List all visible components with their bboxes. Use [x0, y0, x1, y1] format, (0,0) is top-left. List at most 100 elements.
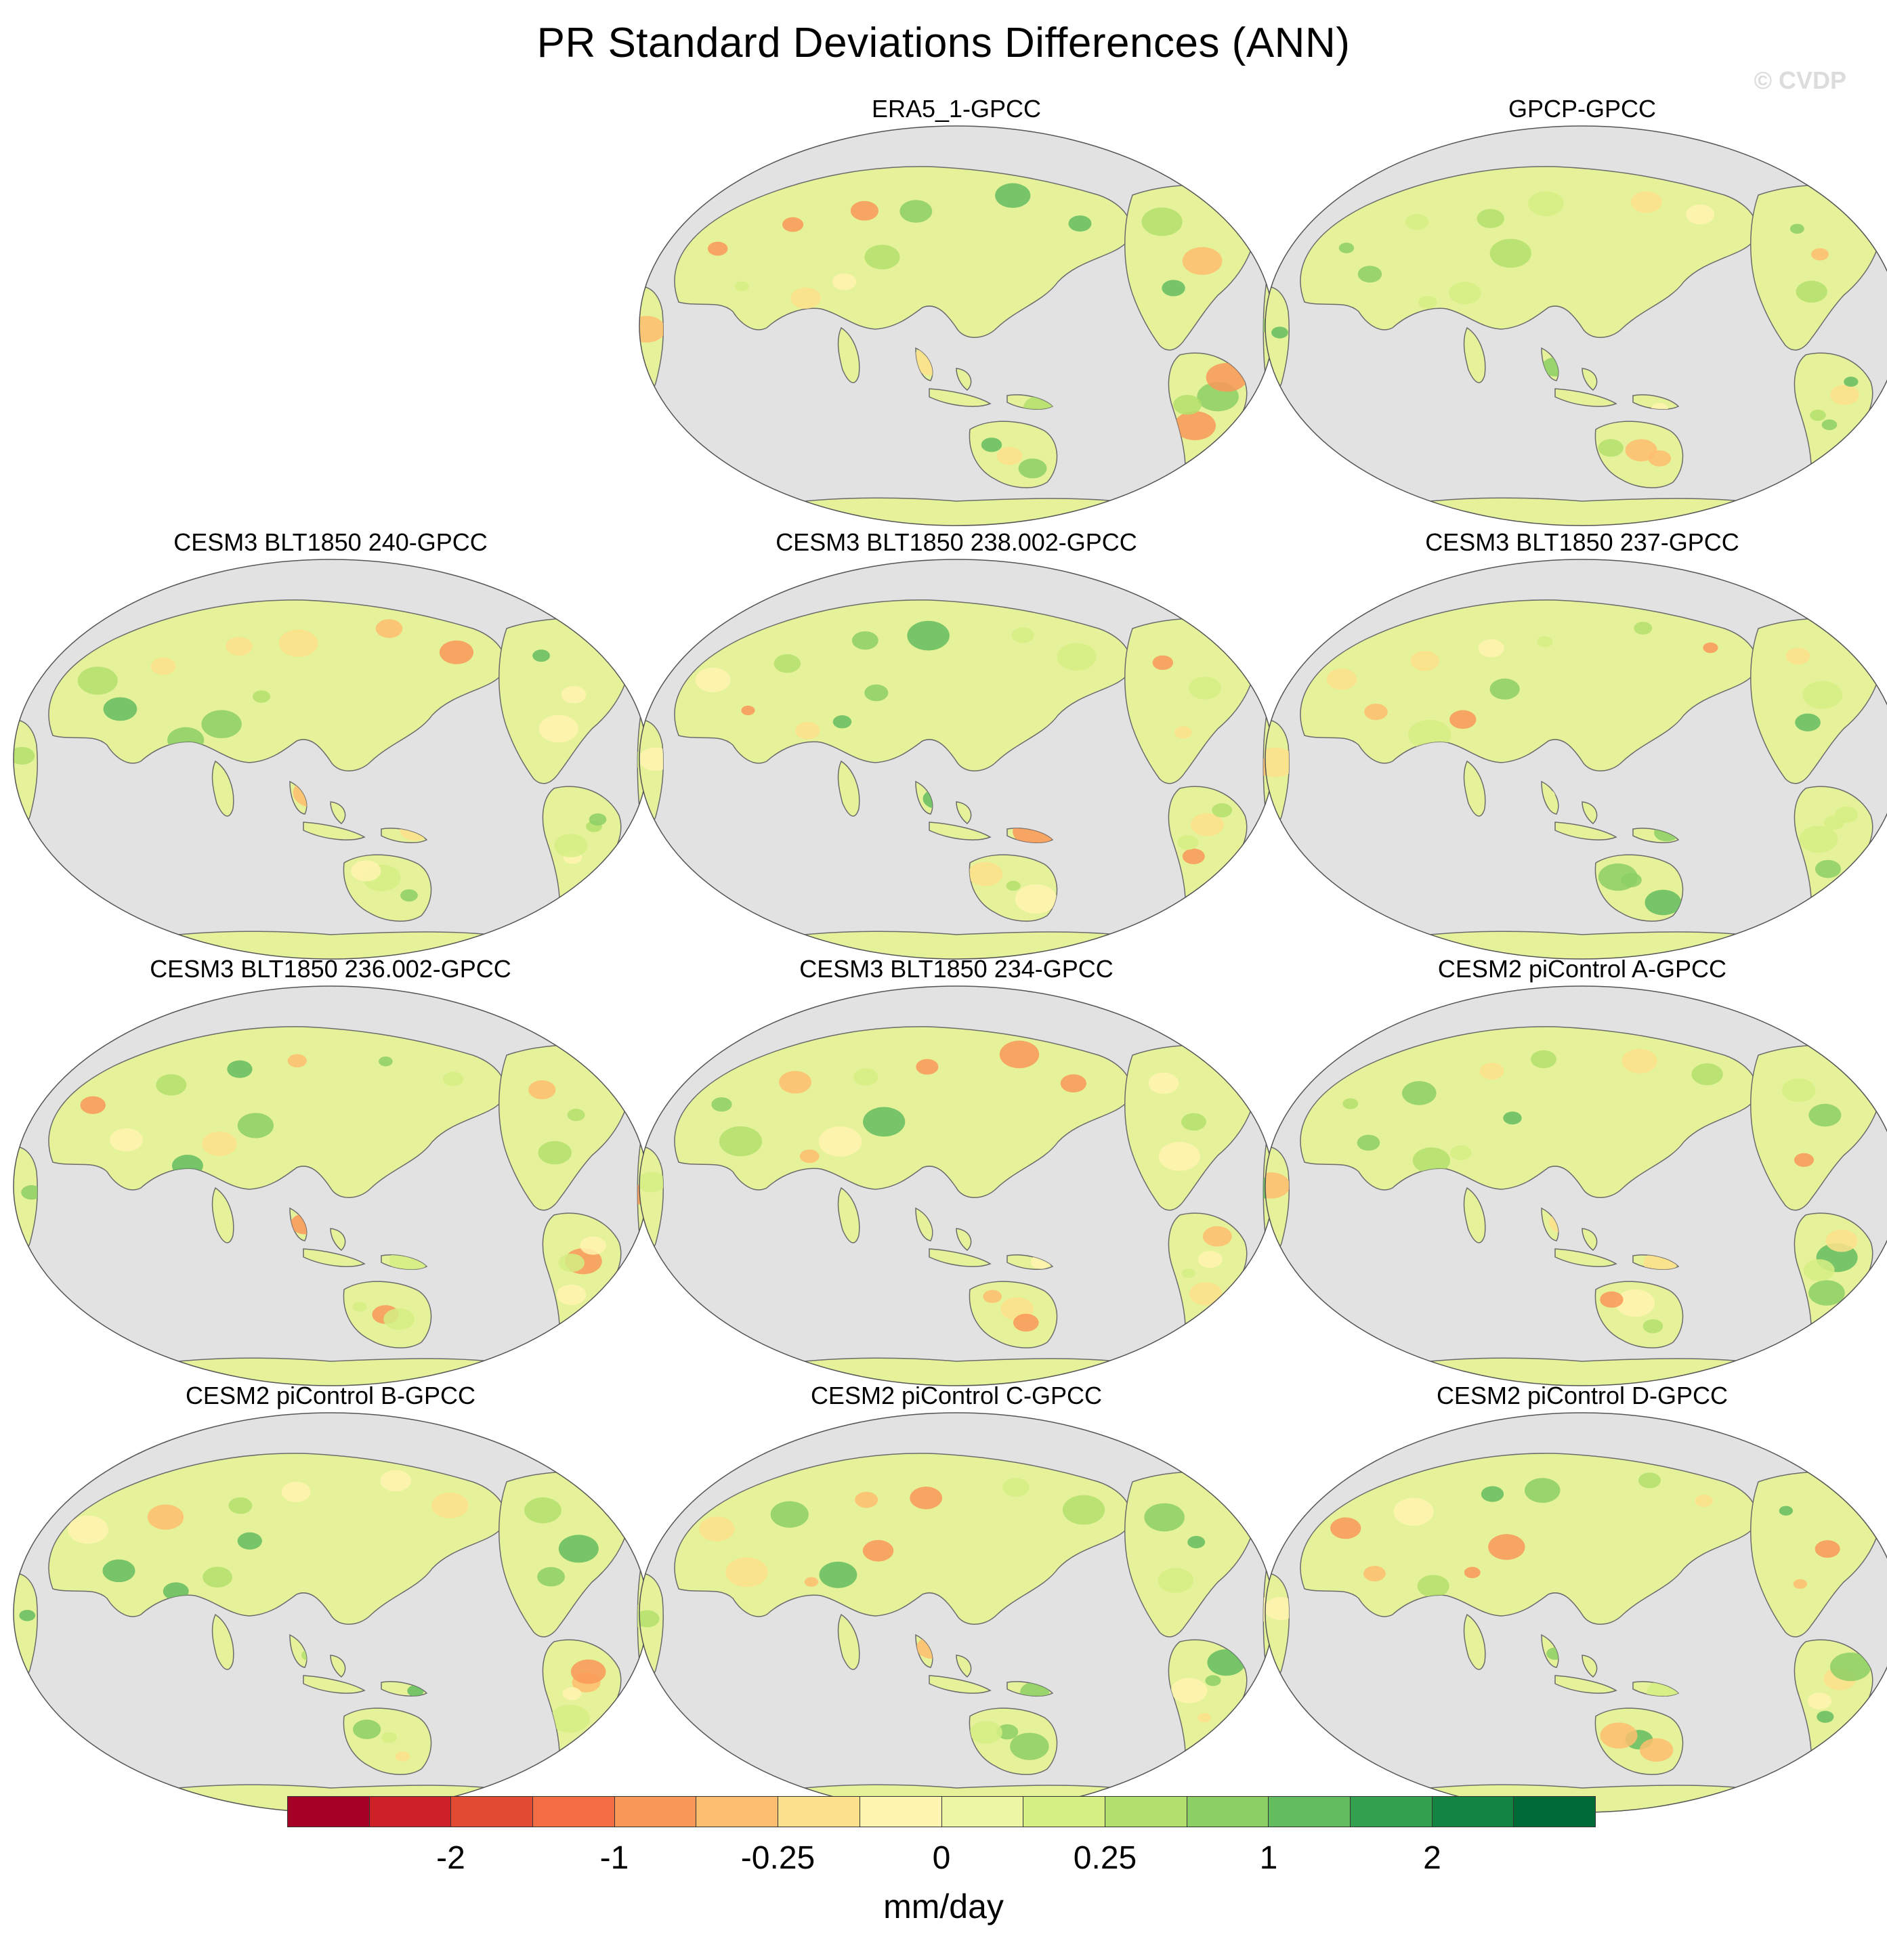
colorbar-units: mm/day [883, 1888, 1004, 1925]
world-map [1265, 1412, 1887, 1813]
land-india [1463, 326, 1486, 383]
colorbar-swatch [288, 1797, 370, 1827]
map-panel: CESM3 BLT1850 238.002-GPCC [638, 528, 1275, 962]
colorbar-swatch [369, 1797, 452, 1827]
land-greenland [1848, 587, 1884, 630]
world-map [13, 985, 648, 1386]
world-map [1265, 559, 1887, 960]
colorbar-labels: -2 -1 -0.25 0 0.25 1 2 [287, 1839, 1596, 1880]
panel-title: ERA5_1-GPCC [871, 95, 1042, 123]
world-map [639, 985, 1274, 1386]
panel-title: CESM3 BLT1850 238.002-GPCC [776, 528, 1137, 556]
map-panel: ERA5_1-GPCC [638, 95, 1275, 528]
figure-title: PR Standard Deviations Differences (ANN) [536, 20, 1351, 66]
land-india [837, 1613, 860, 1670]
map-border [1265, 985, 1887, 1386]
land-seasia [1541, 1207, 1617, 1267]
map-panel: GPCP-GPCC [1264, 95, 1887, 528]
colorbar-swatch [451, 1797, 534, 1827]
colorbar-swatch [1269, 1797, 1351, 1827]
map-panel: CESM2 piControl A-GPCC [1264, 955, 1887, 1388]
map-panel: CESM2 piControl C-GPCC [638, 1382, 1275, 1815]
world-map [13, 1412, 648, 1813]
map-panel: CESM3 BLT1850 240-GPCC [12, 528, 649, 962]
colorbar-swatch [614, 1797, 697, 1827]
colorbar-swatch [860, 1797, 942, 1827]
land-seasia [1541, 780, 1617, 840]
world-map [639, 1412, 1274, 1813]
panel-title: CESM3 BLT1850 236.002-GPCC [150, 955, 511, 983]
colorbar-swatch [696, 1797, 779, 1827]
colorbar-tick-label: -2 [436, 1840, 465, 1876]
land-greenland [597, 587, 633, 630]
land-india [1463, 1613, 1486, 1670]
land-eurasia [674, 1026, 1132, 1198]
land-southamerica [542, 786, 622, 942]
land-southamerica [1794, 352, 1873, 509]
land-greenland [1223, 1014, 1258, 1057]
colorbar-swatch [1432, 1797, 1514, 1827]
map-panel: CESM2 piControl B-GPCC [12, 1382, 649, 1815]
colorbar-swatch [1105, 1797, 1187, 1827]
land-greenland [1848, 1014, 1884, 1057]
land-greenland [597, 1441, 633, 1483]
land-antarctica [1405, 497, 1766, 526]
land-india [837, 1187, 860, 1243]
world-map [1265, 125, 1887, 526]
world-map [639, 125, 1274, 526]
colorbar-tick-label: -1 [599, 1840, 629, 1876]
colorbar-tick-label: 1 [1259, 1840, 1278, 1876]
map-panel: CESM3 BLT1850 237-GPCC [1264, 528, 1887, 962]
land-greenland [1848, 1441, 1884, 1483]
land-seasia [915, 780, 992, 840]
land-southamerica [1168, 786, 1248, 942]
colorbar-swatch [1514, 1797, 1595, 1827]
colorbar-swatch [1023, 1797, 1105, 1827]
land-india [837, 760, 860, 817]
colorbar-swatch [1187, 1797, 1269, 1827]
panel-title: GPCP-GPCC [1508, 95, 1657, 123]
panel-title: CESM2 piControl D-GPCC [1436, 1382, 1729, 1409]
map-panel: CESM3 BLT1850 236.002-GPCC [12, 955, 649, 1388]
land-greenland [1223, 1441, 1258, 1483]
land-seasia [915, 1207, 992, 1267]
land-india [837, 326, 860, 383]
land-seasia [1541, 1634, 1617, 1694]
land-greenland [1223, 587, 1258, 630]
panel-title: CESM3 BLT1850 234-GPCC [799, 955, 1114, 983]
land-seasia [289, 1634, 366, 1694]
colorbar [287, 1796, 1596, 1827]
land-eurasia [48, 1453, 506, 1625]
colorbar-swatch [1350, 1797, 1433, 1827]
panel-title: CESM3 BLT1850 240-GPCC [173, 528, 488, 556]
land-antarctica [780, 497, 1140, 526]
land-greenland [597, 1014, 633, 1057]
map-border [1265, 125, 1887, 526]
colorbar-swatch [778, 1797, 860, 1827]
land-eurasia [48, 1026, 506, 1198]
panel-title: CESM2 piControl C-GPCC [810, 1382, 1103, 1409]
world-map [639, 559, 1274, 960]
colorbar-tick-label: -0.25 [740, 1840, 815, 1876]
land-greenland [1848, 154, 1884, 196]
panel-title: CESM2 piControl A-GPCC [1437, 955, 1727, 983]
world-map [1265, 985, 1887, 1386]
land-india [211, 1187, 234, 1243]
colorbar-tick-label: 0.25 [1073, 1840, 1137, 1876]
land-india [211, 760, 234, 817]
world-map [13, 559, 648, 960]
panel-title: CESM2 piControl B-GPCC [185, 1382, 476, 1409]
colorbar-tick-label: 2 [1423, 1840, 1441, 1876]
land-india [1463, 760, 1486, 817]
colorbar-swatch [941, 1797, 1024, 1827]
colorbar-swatch [533, 1797, 615, 1827]
land-eurasia [48, 599, 506, 771]
map-panel: CESM2 piControl D-GPCC [1264, 1382, 1887, 1815]
land-greenland [1223, 154, 1258, 196]
panel-title: CESM3 BLT1850 237-GPCC [1425, 528, 1739, 556]
colorbar-tick-label: 0 [932, 1840, 951, 1876]
land-eurasia [674, 166, 1132, 338]
watermark: © CVDP [1754, 66, 1846, 94]
land-india [1463, 1187, 1486, 1243]
land-india [211, 1613, 234, 1670]
